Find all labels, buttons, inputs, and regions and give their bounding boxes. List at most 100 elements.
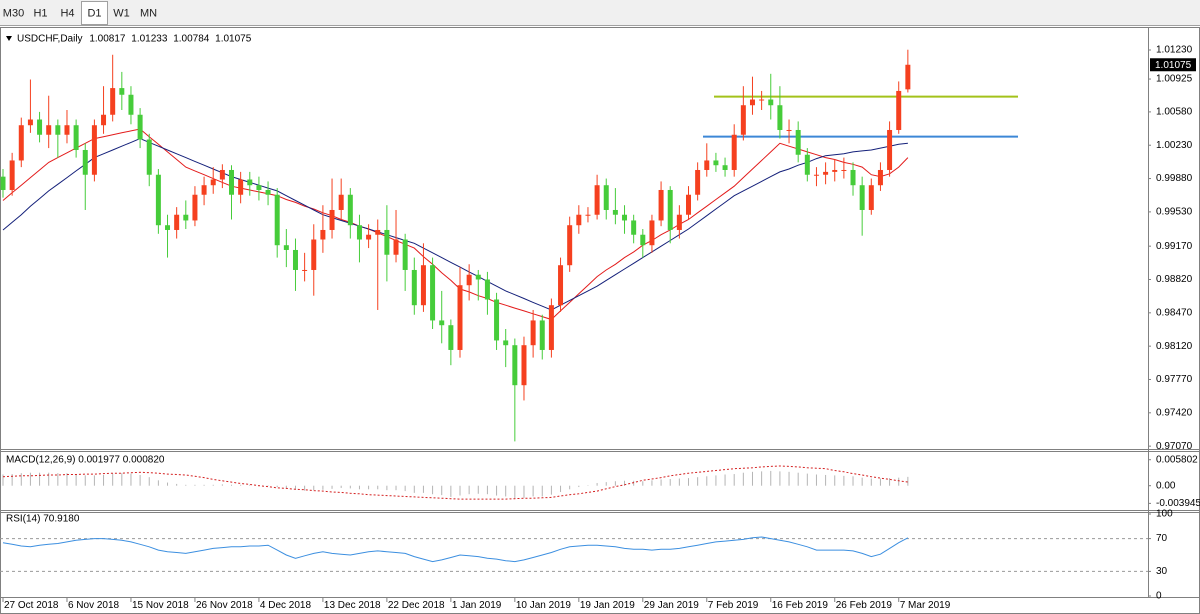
candle-body [530,320,536,346]
y-tick-label: -0.003945 [1156,498,1200,509]
candle-body [347,194,353,226]
y-tick-label: 1.01230 [1156,45,1193,56]
candle-body [201,185,207,195]
header-low: 1.00784 [173,33,210,44]
candle-body [548,305,554,350]
candle-body [256,185,262,190]
candle-body [338,194,344,210]
candle-body [155,174,161,226]
time-label: 4 Dec 2018 [260,600,312,611]
tab-label[interactable]: W1 [113,7,130,19]
indicator-line [2,536,909,563]
candle-body [777,105,783,130]
candle-body [832,169,838,172]
y-tick-label: 1.00925 [1156,74,1193,85]
candle-body [804,154,810,175]
candle-body [740,105,746,135]
candle-body [119,88,125,95]
y-tick-label: 1.00230 [1156,140,1193,151]
macd-title: MACD(12,26,9) 0.001977 0.000820 [6,455,165,466]
candle-body [393,239,399,255]
timeframe-tab[interactable]: M30 [0,1,27,25]
candle-body [128,94,134,115]
timeframe-tab[interactable]: W1 [108,1,135,25]
candle-body [137,114,143,140]
y-tick-label: 0.97070 [1156,441,1193,452]
candle-body [73,125,79,150]
candle-body [146,139,152,175]
candle-body [183,214,189,221]
candle-body [859,185,865,210]
candle-body [55,125,61,135]
candle-body [576,214,582,226]
tab-label[interactable]: D1 [87,7,101,19]
tab-background [135,1,162,25]
y-tick-label: 0.97420 [1156,407,1193,418]
timeframe-tab[interactable]: D1 [81,1,108,25]
y-tick-label: 0.98820 [1156,274,1193,285]
candle-body [9,160,15,190]
candle-body [475,274,481,280]
candle-body [567,225,573,266]
time-label: 10 Jan 2019 [516,600,571,611]
candle-body [210,179,216,186]
candle-body [411,269,417,306]
candle-body [46,125,52,135]
time-label: 6 Nov 2018 [68,600,120,611]
candle-body [813,174,819,176]
candle-body [850,169,856,186]
time-label: 19 Jan 2019 [580,600,635,611]
y-tick-label: 0.99880 [1156,173,1193,184]
timeframe-tabs: M30 H1 H4 D1 W1 MN [0,1,162,25]
tab-label[interactable]: M30 [3,7,24,19]
symbol-title: USDCHF,Daily [17,33,83,44]
candle-body [722,165,728,170]
moving-average [2,138,908,311]
candle-body [521,345,527,386]
tab-label[interactable]: H1 [33,7,47,19]
candle-body [229,169,234,195]
y-tick-label: 0.99170 [1156,241,1193,252]
timeframe-tab[interactable]: MN [135,1,162,25]
candle-body [768,99,774,106]
tab-label[interactable]: MN [140,7,157,19]
candle-body [786,129,792,131]
candle-body [896,90,902,130]
candle-body [622,214,628,221]
candle-body [420,265,426,306]
candle-body [64,125,70,135]
timeframe-tab[interactable]: H1 [27,1,54,25]
candle-body [841,169,847,171]
candle-body [539,320,545,350]
time-label: 27 Oct 2018 [4,600,59,611]
candle-body [795,129,801,155]
candle-body [877,169,883,186]
candle-body [686,194,691,215]
candle-body [759,99,765,101]
time-label: 16 Feb 2019 [772,600,829,611]
tab-background [81,1,108,25]
macd-signal [2,465,908,500]
current-price-marker [1150,58,1196,72]
y-tick-label: 30 [1156,566,1168,577]
time-label: 7 Feb 2019 [708,600,759,611]
tab-label[interactable]: H4 [60,7,74,19]
candle-body [503,340,509,346]
candle-body [558,265,564,306]
timeframe-tab[interactable]: H4 [54,1,81,25]
candle-body [676,214,682,230]
y-tick-label: 1.00580 [1156,107,1193,118]
time-label: 26 Nov 2018 [196,600,253,611]
candle-body [101,114,107,126]
tab-background [27,1,54,25]
candle-body [585,214,591,216]
candle-body [466,274,472,286]
candle-body [749,99,755,106]
toolbar [0,0,1200,26]
candle-body [174,214,180,230]
candle-body [667,189,673,230]
chart-frame [0,27,1200,614]
candle-body [695,169,701,195]
header-close: 1.01075 [215,33,252,44]
